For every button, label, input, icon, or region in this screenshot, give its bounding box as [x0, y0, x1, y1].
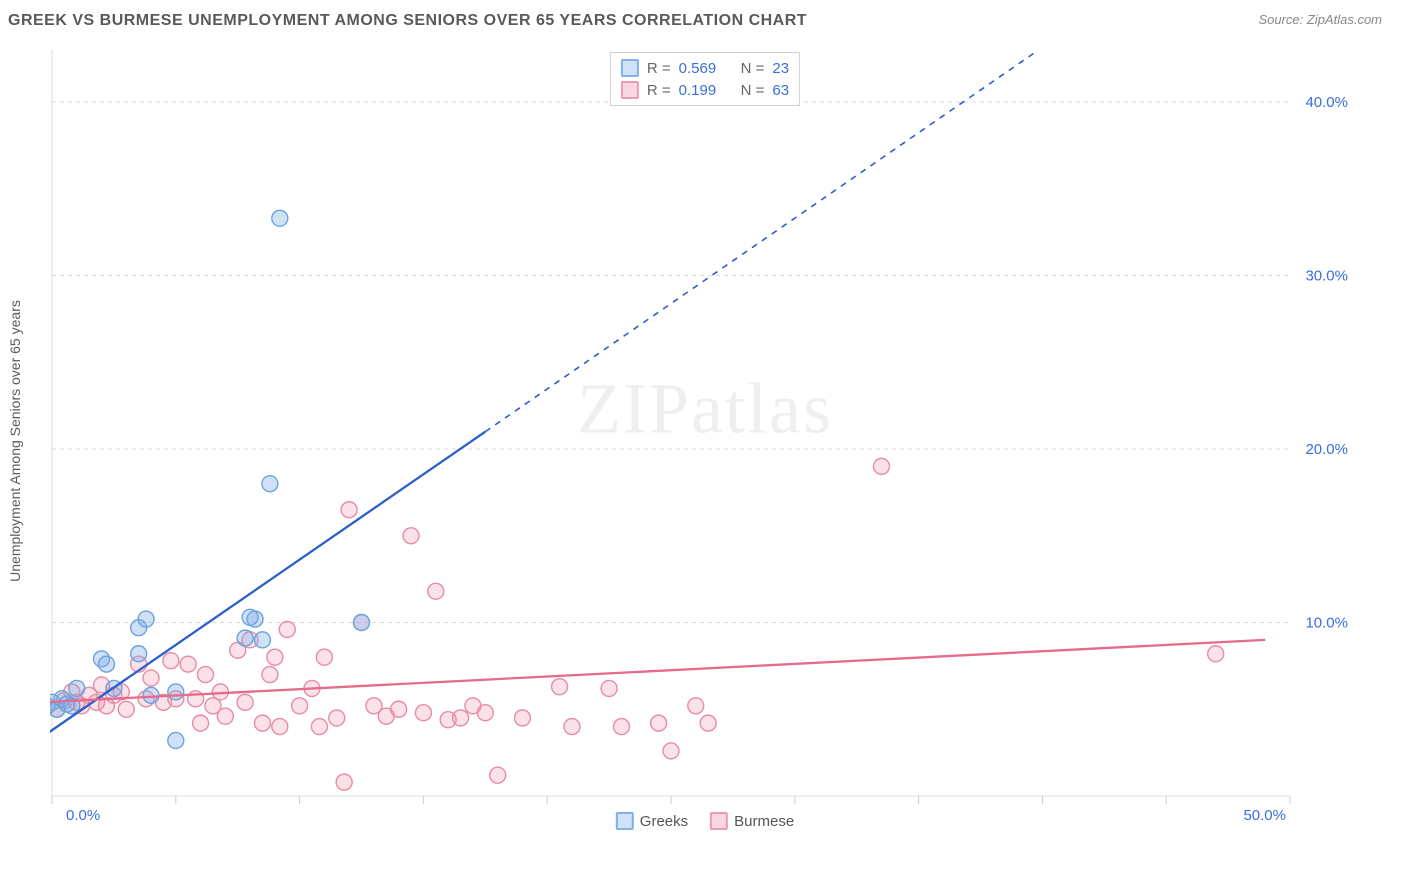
- svg-text:40.0%: 40.0%: [1305, 94, 1348, 111]
- legend-swatch: [710, 812, 728, 830]
- legend-bottom-item: Burmese: [710, 812, 794, 830]
- legend-swatch: [621, 81, 639, 99]
- y-axis-label: Unemployment Among Seniors over 65 years: [7, 291, 23, 591]
- chart-area: Unemployment Among Seniors over 65 years…: [50, 46, 1360, 836]
- legend-r-label: R =: [647, 82, 671, 99]
- svg-text:30.0%: 30.0%: [1305, 268, 1348, 285]
- legend-swatch: [621, 59, 639, 77]
- legend-row: R = 0.199 N = 63: [621, 79, 789, 101]
- series-legend: Greeks Burmese: [616, 812, 794, 830]
- legend-r-value: 0.569: [679, 60, 733, 77]
- svg-text:50.0%: 50.0%: [1243, 807, 1286, 824]
- correlation-legend: R = 0.569 N = 23 R = 0.199 N = 63: [610, 52, 800, 106]
- svg-text:20.0%: 20.0%: [1305, 441, 1348, 458]
- legend-n-label: N =: [741, 82, 765, 99]
- source-attribution: Source: ZipAtlas.com: [1258, 12, 1382, 27]
- chart-title: GREEK VS BURMESE UNEMPLOYMENT AMONG SENI…: [8, 12, 807, 30]
- svg-text:10.0%: 10.0%: [1305, 615, 1348, 632]
- legend-r-label: R =: [647, 60, 671, 77]
- legend-n-value: 63: [772, 82, 789, 99]
- legend-r-value: 0.199: [679, 82, 733, 99]
- legend-n-label: N =: [741, 60, 765, 77]
- legend-series-label: Greeks: [640, 813, 688, 830]
- legend-series-label: Burmese: [734, 813, 794, 830]
- legend-swatch: [616, 812, 634, 830]
- legend-bottom-item: Greeks: [616, 812, 688, 830]
- legend-n-value: 23: [772, 60, 789, 77]
- scatter-plot: 10.0% 20.0% 30.0% 40.0% 0.0% 50.0%: [50, 46, 1360, 836]
- legend-row: R = 0.569 N = 23: [621, 57, 789, 79]
- svg-text:0.0%: 0.0%: [66, 807, 100, 824]
